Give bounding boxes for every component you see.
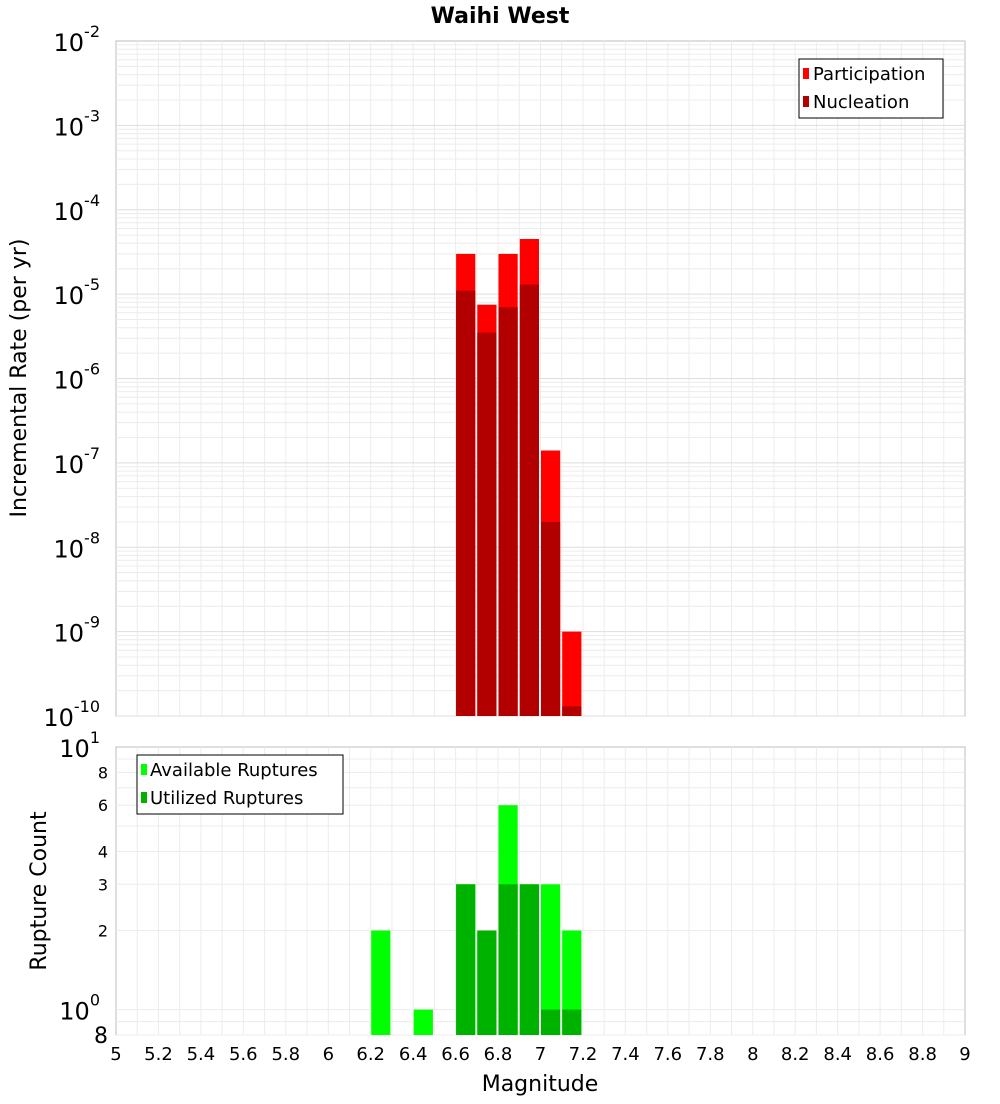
rate-plot-bars — [456, 239, 582, 716]
count-available-ruptures-bar — [562, 930, 582, 1035]
rate-plot-y-axis-label: Incremental Rate (per yr) — [7, 239, 32, 518]
x-tick-label: 6.2 — [356, 1044, 385, 1065]
x-tick-label: 7.6 — [653, 1044, 682, 1065]
y-tick-label: 6 — [98, 796, 108, 815]
count-available-ruptures-bar — [413, 1009, 433, 1035]
x-tick-label: 5.4 — [187, 1044, 216, 1065]
rupture-count-y-axis-label: Rupture Count — [27, 811, 52, 971]
count-utilized-ruptures-bar — [477, 930, 497, 1035]
rate-nucleation-bar — [456, 290, 476, 716]
rate-plot-panel: 10-2 10-3 10-4 10-5 10-6 10-7 10-8 10-9 10-10 Wa… — [7, 4, 966, 732]
x-tick-label: 8.4 — [823, 1044, 852, 1065]
x-tick-label: 6.4 — [399, 1044, 428, 1065]
y-tick-label: 2 — [98, 922, 108, 941]
y-tick-label: 10-7 — [54, 444, 101, 479]
y-tick-label: 4 — [98, 843, 108, 862]
x-tick-label: 8 — [747, 1044, 758, 1065]
count-available-ruptures-bar — [371, 930, 391, 1035]
count-utilized-ruptures-bar — [519, 884, 539, 1035]
x-tick-label: 5.6 — [229, 1044, 258, 1065]
rate-plot-legend: Participation Nucleation — [798, 58, 944, 119]
rate-nucleation-bar — [562, 706, 582, 716]
participation-legend-label: Participation — [813, 64, 925, 85]
participation-legend-swatch — [803, 68, 809, 79]
y-tick-label: 10-10 — [43, 697, 100, 732]
x-tick-label: 7.2 — [569, 1044, 598, 1065]
x-tick-label: 9 — [959, 1044, 970, 1065]
y-tick-label: 10-2 — [54, 22, 101, 57]
y-tick-label: 10-5 — [54, 275, 101, 310]
nucleation-legend-label: Nucleation — [813, 92, 909, 113]
rate-nucleation-bar — [477, 332, 497, 716]
nucleation-legend-swatch — [803, 96, 809, 107]
x-tick-label: 7.8 — [696, 1044, 725, 1065]
count-utilized-ruptures-bar — [498, 884, 518, 1035]
rate-nucleation-bar — [498, 307, 518, 716]
y-tick-label: 8 — [98, 763, 108, 782]
y-tick-label: 8 — [94, 1024, 108, 1049]
count-utilized-ruptures-bar — [562, 1009, 582, 1035]
rate-plot-y-ticks: 10-2 10-3 10-4 10-5 10-6 10-7 10-8 10-9 10-10 — [43, 22, 100, 732]
y-tick-label: 10-8 — [54, 528, 101, 563]
x-axis-label: Magnitude — [482, 1072, 599, 1097]
y-tick-label: 3 — [98, 875, 108, 894]
x-tick-label: 8.2 — [781, 1044, 810, 1065]
y-tick-label: 10-9 — [54, 613, 101, 648]
rupture-count-legend-box — [136, 754, 344, 815]
rate-plot-grid — [116, 41, 965, 717]
y-tick-label: 101 — [59, 728, 100, 763]
y-tick-label: 10-6 — [54, 360, 101, 395]
y-tick-label: 100 — [59, 991, 100, 1026]
rupture-count-bars — [371, 805, 582, 1035]
x-tick-label: 7.4 — [611, 1044, 640, 1065]
count-available-ruptures-bar — [541, 884, 561, 1035]
x-tick-label: 6.8 — [484, 1044, 513, 1065]
count-utilized-ruptures-bar — [541, 1009, 561, 1035]
rupture-count-grid — [116, 747, 965, 1036]
y-tick-label: 10-4 — [54, 191, 101, 226]
available-ruptures-legend-label: Available Ruptures — [150, 760, 318, 781]
chart-title: Waihi West — [431, 4, 570, 29]
x-tick-label: 5 — [110, 1044, 121, 1065]
rate-plot-legend-box — [798, 58, 944, 119]
utilized-ruptures-legend-swatch — [141, 792, 147, 803]
magnitude-x-ticks: 5 5.2 5.4 5.6 5.8 6 6.2 6.4 6.6 6.8 7 7.2 7.4 7.6 7.8 8… — [110, 1044, 970, 1065]
count-utilized-ruptures-bar — [456, 884, 476, 1035]
rate-participation-bar — [562, 631, 582, 716]
y-tick-label: 10-3 — [54, 106, 101, 141]
rate-nucleation-bar — [541, 521, 561, 716]
x-tick-label: 6 — [323, 1044, 334, 1065]
rupture-count-legend: Available Ruptures Utilized Ruptures — [136, 754, 344, 815]
x-tick-label: 5.2 — [144, 1044, 173, 1065]
x-tick-label: 6.6 — [441, 1044, 470, 1065]
x-tick-label: 5.8 — [271, 1044, 300, 1065]
x-tick-label: 7 — [535, 1044, 546, 1065]
utilized-ruptures-legend-label: Utilized Ruptures — [150, 788, 303, 809]
x-tick-label: 8.8 — [908, 1044, 937, 1065]
available-ruptures-legend-swatch — [141, 764, 147, 775]
rate-nucleation-bar — [519, 284, 539, 716]
x-tick-label: 8.6 — [866, 1044, 895, 1065]
